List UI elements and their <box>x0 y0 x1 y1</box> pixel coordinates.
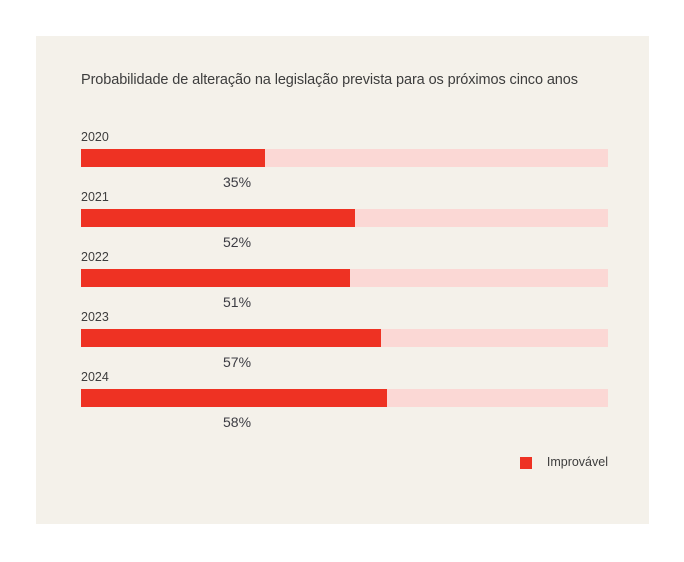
bar-row: 2020 35% <box>81 131 608 189</box>
year-label: 2023 <box>81 310 109 324</box>
bar-rows: 2020 35% 2021 52% 2022 51% 2023 57% 2024… <box>81 131 608 429</box>
chart-card: Probabilidade de alteração na legislação… <box>36 36 649 524</box>
bar-row: 2021 52% <box>81 191 608 249</box>
bar-fill[interactable] <box>81 149 266 167</box>
legend-label[interactable]: Improvável <box>546 455 608 469</box>
bar-row: 2023 57% <box>81 311 608 369</box>
year-label: 2024 <box>81 370 109 384</box>
value-label: 35% <box>223 174 252 190</box>
value-label: 57% <box>223 354 252 370</box>
legend-swatch-icon[interactable] <box>519 456 532 469</box>
bar-row: 2024 58% <box>81 371 608 429</box>
value-label: 58% <box>223 414 252 430</box>
year-label: 2020 <box>81 130 109 144</box>
bar-track[interactable] <box>81 389 608 407</box>
bar-track[interactable] <box>81 329 608 347</box>
chart-title: Probabilidade de alteração na legislação… <box>81 72 578 88</box>
bar-row: 2022 51% <box>81 251 608 309</box>
year-label: 2022 <box>81 250 109 264</box>
bar-fill[interactable] <box>81 389 387 407</box>
legend: Improvável <box>81 456 608 469</box>
year-label: 2021 <box>81 190 109 204</box>
value-label: 52% <box>223 234 252 250</box>
bar-fill[interactable] <box>81 329 382 347</box>
bar-track[interactable] <box>81 269 608 287</box>
bar-track[interactable] <box>81 209 608 227</box>
bar-fill[interactable] <box>81 209 356 227</box>
bar-fill[interactable] <box>81 269 350 287</box>
bar-track[interactable] <box>81 149 608 167</box>
value-label: 51% <box>223 294 252 310</box>
